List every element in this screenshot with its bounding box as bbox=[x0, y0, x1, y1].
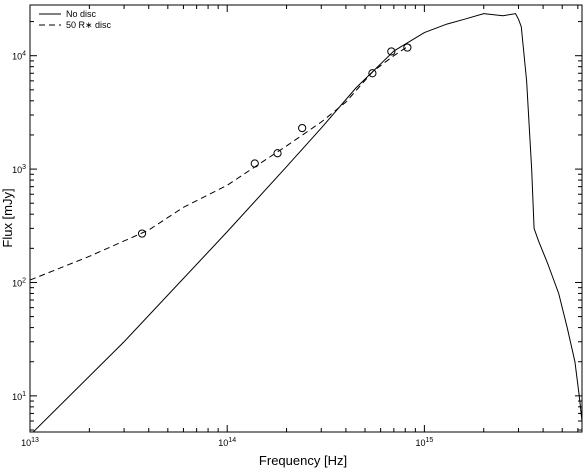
legend-label-disc: 50 R∗ disc bbox=[66, 20, 112, 30]
observation-point bbox=[368, 69, 377, 78]
observation-point bbox=[403, 43, 412, 52]
y-tick-label: 101 bbox=[12, 391, 26, 402]
observation-point bbox=[273, 149, 282, 158]
series-line-no-disc bbox=[32, 13, 582, 432]
legend: No disc 50 R∗ disc bbox=[39, 9, 112, 30]
legend-label-no-disc: No disc bbox=[66, 9, 97, 19]
y-tick-label: 104 bbox=[12, 51, 26, 62]
observation-point bbox=[387, 47, 396, 56]
plot-frame bbox=[29, 4, 583, 433]
x-tick-label: 1013 bbox=[21, 437, 39, 448]
observation-point bbox=[298, 123, 307, 133]
series-line-disc bbox=[30, 44, 411, 281]
y-tick-label: 103 bbox=[12, 164, 26, 175]
y-axis-title: Flux [mJy] bbox=[0, 188, 15, 247]
y-tick-label: 102 bbox=[12, 277, 26, 288]
observation-point bbox=[250, 159, 259, 168]
axis-ticks: 1013 1014 1015 101 102 103 104 bbox=[12, 5, 582, 448]
observation-markers bbox=[137, 43, 412, 238]
x-tick-label: 1015 bbox=[415, 437, 433, 448]
x-axis-title: Frequency [Hz] bbox=[259, 453, 347, 468]
observation-point bbox=[137, 229, 147, 238]
series-layer bbox=[30, 13, 582, 432]
x-tick-label: 1014 bbox=[218, 437, 236, 448]
